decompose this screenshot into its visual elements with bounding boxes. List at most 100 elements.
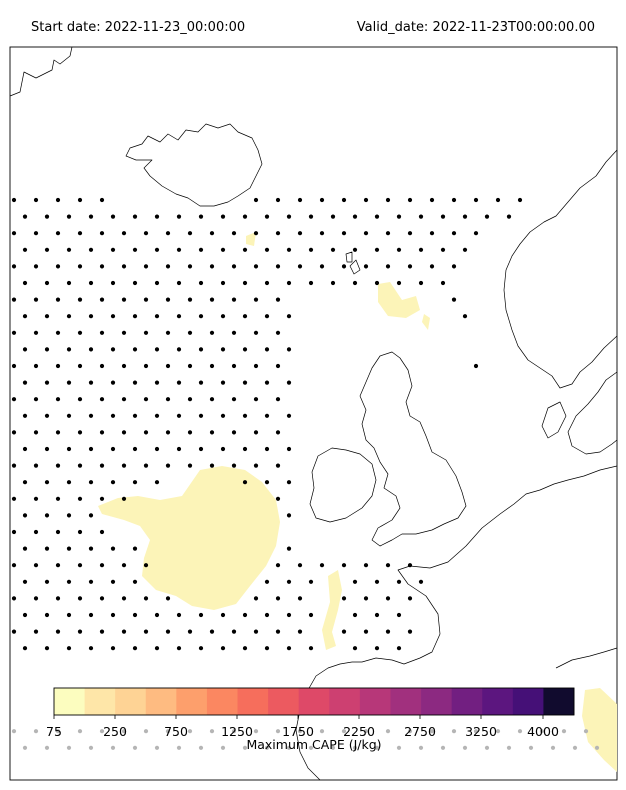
stipple-dot — [341, 197, 347, 203]
stipple-dot — [176, 612, 182, 618]
stipple-dot — [264, 214, 270, 219]
stipple-dot — [220, 646, 226, 651]
stipple-dot — [231, 463, 237, 468]
stipple-dot — [77, 297, 83, 302]
stipple-dot — [22, 513, 28, 518]
stipple-dot — [330, 214, 336, 219]
stipple-dot — [451, 729, 457, 734]
stipple-dot — [143, 729, 149, 734]
stipple-dot — [44, 446, 50, 452]
stipple-dot — [374, 214, 380, 219]
colorbar-swatch — [145, 688, 177, 715]
stipple-dot — [187, 397, 193, 402]
stipple-dot — [176, 347, 182, 352]
stipple-dot — [121, 496, 127, 501]
stipple-dot — [11, 264, 17, 269]
stipple-dot — [33, 729, 39, 734]
colorbar-tick-label: 4000 — [527, 724, 559, 739]
stipple-dot — [539, 729, 545, 734]
stipple-dot — [110, 314, 116, 319]
stipple-dot — [264, 745, 270, 750]
stipple-dot — [429, 197, 435, 203]
stipple-dot — [88, 314, 94, 319]
colorbar: 75 250 750 1250 1750 2250 2750 3250 4000 Maximum… — [46, 687, 575, 752]
stipple-dot — [286, 612, 292, 618]
stipple-dot — [385, 596, 391, 601]
sweden-coast — [567, 371, 618, 455]
stipple-dot — [275, 231, 281, 236]
stipple-dot — [473, 197, 479, 203]
stipple-dot — [286, 546, 292, 551]
stipple-dot — [341, 264, 347, 269]
stipple-dot — [154, 214, 160, 219]
stipple-dot — [407, 729, 413, 734]
stipple-dot — [44, 247, 50, 252]
stipple-dot — [99, 430, 105, 435]
stipple-dot — [55, 430, 61, 435]
stipple-dot — [132, 579, 138, 584]
stipple-dot — [132, 646, 138, 651]
stipple-dot — [44, 314, 50, 319]
stipple-dot — [143, 330, 149, 335]
stipple-dot — [110, 247, 116, 252]
stipple-dot — [341, 596, 347, 601]
ireland-coast — [309, 447, 377, 523]
stipple-dot — [44, 347, 50, 352]
stipple-dot — [209, 231, 215, 236]
stipple-dot — [418, 214, 424, 219]
stipple-dot — [55, 297, 61, 302]
stipple-dot — [187, 463, 193, 468]
stipple-dot — [396, 745, 402, 750]
stipple-dot — [308, 214, 314, 219]
stipple-dot — [143, 297, 149, 302]
stipple-dot — [22, 612, 28, 618]
stipple-dot — [99, 629, 105, 634]
stipple-dot — [231, 363, 237, 369]
stipple-dot — [385, 563, 391, 568]
stipple-dot — [594, 745, 600, 750]
stipple-dot — [297, 629, 303, 634]
stipple-dot — [517, 729, 523, 734]
colorbar-swatch — [84, 688, 116, 715]
stipple-dot — [220, 413, 226, 418]
stipple-dot — [550, 745, 556, 750]
stipple-dot — [451, 264, 457, 269]
stipple-dot — [99, 729, 105, 734]
stipple-dot — [187, 231, 193, 236]
stipple-dot — [363, 596, 369, 601]
colorbar-swatch — [329, 688, 361, 715]
stipple-dot — [242, 480, 248, 485]
stipple-dot — [55, 729, 61, 734]
stipple-dot — [22, 579, 28, 584]
stipple-dot — [561, 729, 567, 734]
stipple-dot — [88, 280, 94, 286]
stipple-dot — [121, 596, 127, 601]
stipple-dot — [66, 280, 72, 286]
stipple-dot — [11, 430, 17, 435]
valid-date-label: Valid_date: 2022-11-23T00:00:00.00 — [356, 20, 595, 35]
stipple-dot — [121, 463, 127, 468]
stipple-dot — [209, 330, 215, 335]
stipple-dot — [242, 413, 248, 418]
stipple-dot — [242, 347, 248, 352]
stipple-dot — [55, 197, 61, 203]
stipple-dot — [77, 629, 83, 634]
stipple-dot — [132, 314, 138, 319]
stipple-dot — [462, 314, 468, 319]
stipple-dot — [176, 280, 182, 286]
colorbar-tick-label: 750 — [164, 724, 188, 739]
stipple-dot — [528, 745, 534, 750]
stipple-dot — [165, 596, 171, 601]
stipple-dot — [11, 197, 17, 203]
colorbar-swatch — [54, 688, 85, 715]
stipple-dot — [209, 463, 215, 468]
stipple-dot — [99, 330, 105, 335]
stipple-dot — [286, 380, 292, 385]
stipple-dot — [66, 247, 72, 252]
stipple-dot — [297, 197, 303, 203]
stipple-dot — [165, 629, 171, 634]
stipple-dot — [396, 612, 402, 618]
stipple-dot — [198, 214, 204, 219]
stipple-dot — [77, 463, 83, 468]
stipple-dot — [220, 214, 226, 219]
